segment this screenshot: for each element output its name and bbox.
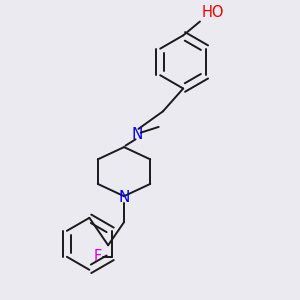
Text: HO: HO [201, 5, 224, 20]
Text: N: N [131, 127, 143, 142]
Text: N: N [118, 190, 130, 205]
Text: F: F [94, 249, 102, 264]
